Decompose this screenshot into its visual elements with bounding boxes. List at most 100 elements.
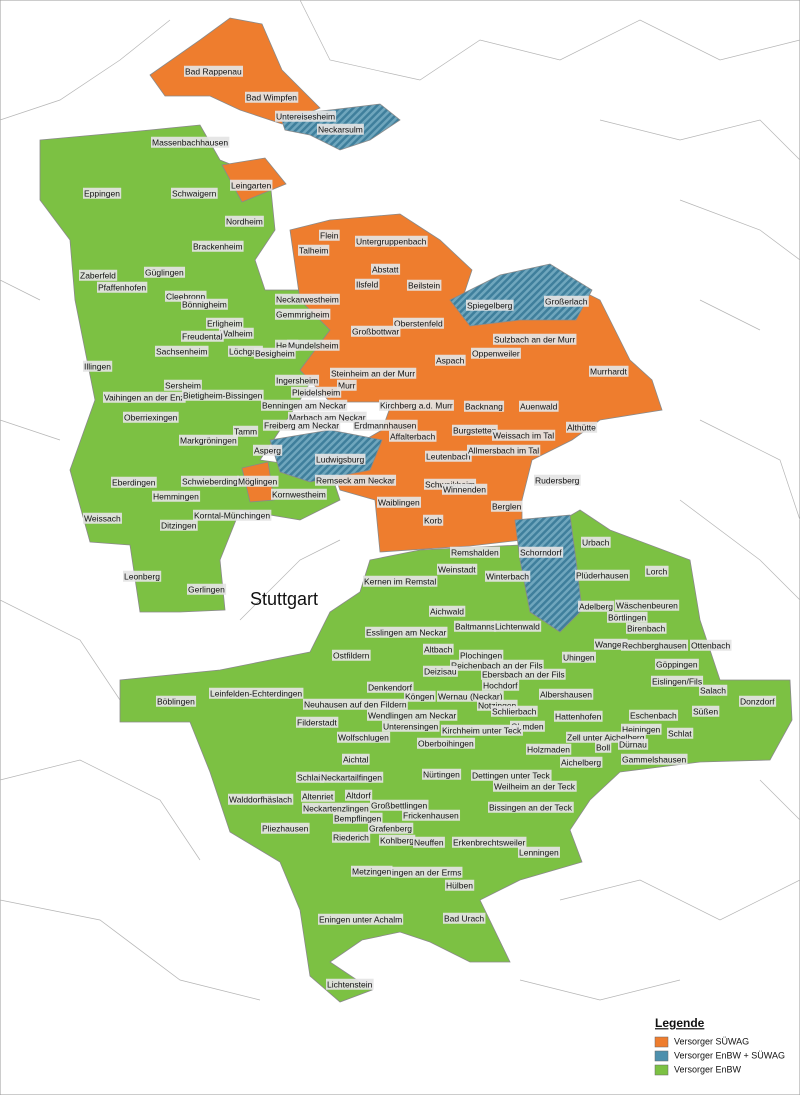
label-background	[423, 665, 458, 677]
place-label: Rudersberg	[534, 474, 581, 486]
place-name: Vaihingen an der Enz	[104, 392, 185, 402]
label-background	[160, 519, 198, 531]
place-name: Berglen	[492, 501, 522, 511]
place-label: Frickenhausen	[402, 809, 461, 821]
place-label: Großbettlingen	[370, 799, 429, 811]
place-name: Untergruppenbach	[356, 236, 427, 246]
place-name: Massenbachhausen	[152, 137, 228, 147]
label-background	[342, 753, 370, 765]
label-background	[355, 278, 380, 290]
place-label: Ludwigsburg	[315, 453, 366, 465]
label-background	[471, 769, 552, 781]
place-label: Ohmden	[510, 720, 545, 732]
place-name: Spiegelberg	[467, 300, 513, 310]
place-label: Bad Rappenau	[184, 65, 243, 77]
place-label: Nürtingen	[422, 768, 462, 780]
place-label: Kohlberg	[379, 834, 416, 846]
label-background	[589, 365, 629, 377]
label-background	[320, 771, 384, 783]
place-name: Talheim	[299, 245, 328, 255]
label-background	[332, 649, 371, 661]
place-name: Altdorf	[346, 790, 371, 800]
place-name: Köngen	[405, 691, 435, 701]
label-background	[450, 546, 500, 558]
place-label: Wernau (Neckar)	[437, 690, 504, 702]
legend-label: Versorger EnBW	[674, 1064, 742, 1074]
place-label: Walheim	[219, 327, 254, 339]
place-label: Besigheim	[254, 347, 296, 359]
label-background	[233, 425, 259, 437]
place-label: Ottenbach	[690, 639, 732, 651]
place-name: Bietigheim-Bissingen	[183, 390, 263, 400]
label-background	[353, 419, 418, 431]
place-name: Illingen	[84, 361, 111, 371]
label-background	[275, 293, 340, 305]
place-name: Plüderhausen	[576, 570, 629, 580]
label-background	[518, 846, 560, 858]
label-background	[402, 809, 461, 821]
place-name: Allmersbach im Tal	[468, 445, 539, 455]
legend-label: Versorger SÜWAG	[674, 1036, 749, 1046]
place-name: Esslingen am Neckar	[366, 627, 446, 637]
place-label: Holzmaden	[526, 743, 572, 755]
label-background	[97, 281, 148, 293]
place-label: Plochingen	[459, 649, 504, 661]
place-label: Ostfildern	[332, 649, 371, 661]
label-background	[739, 695, 777, 707]
label-background	[466, 299, 514, 311]
place-name: Wolfschlugen	[338, 732, 389, 742]
place-name: Reichenbach an der Fils	[451, 660, 543, 670]
legend-title: Legende	[655, 1016, 705, 1030]
place-name: Neckarwestheim	[276, 294, 339, 304]
place-label: Untereisesheim	[275, 110, 337, 122]
label-background	[152, 490, 201, 502]
place-name: Aspach	[436, 355, 465, 365]
place-label: Murrhardt	[589, 365, 629, 377]
place-label: Schwaigern	[171, 187, 218, 199]
place-name: Leonberg	[124, 571, 160, 581]
label-background	[404, 690, 436, 702]
label-background	[492, 429, 556, 441]
label-background	[296, 771, 325, 783]
label-background	[494, 620, 542, 632]
place-name: Oberboihingen	[418, 738, 474, 748]
place-name: Riederich	[333, 832, 369, 842]
place-name: Auenwald	[520, 401, 558, 411]
place-name: Eppingen	[84, 188, 120, 198]
place-label: Pfaffenhofen	[97, 281, 148, 293]
place-label: Abstatt	[371, 263, 401, 275]
place-name: Ostfildern	[333, 650, 370, 660]
label-background	[111, 476, 157, 488]
place-label: Berglen	[491, 500, 523, 512]
place-label: Donzdorf	[739, 695, 777, 707]
place-name: Schlierbach	[492, 706, 537, 716]
label-background	[493, 780, 577, 792]
place-label: Erkenbrechtsweiler	[452, 836, 527, 848]
place-label: Wolfschlugen	[337, 731, 391, 743]
label-background	[467, 444, 541, 456]
place-name: Ottenbach	[691, 640, 730, 650]
place-label: Metzingen	[351, 865, 393, 877]
label-background	[330, 367, 417, 379]
label-background	[367, 681, 414, 693]
label-background	[562, 651, 596, 663]
place-name: Neckartenzlingen	[303, 803, 369, 813]
place-name: Schlait	[297, 772, 323, 782]
label-background	[488, 801, 574, 813]
place-label: Börtlingen	[607, 611, 648, 623]
place-name: Eningen unter Achalm	[319, 914, 402, 924]
label-background	[261, 822, 310, 834]
place-label: Bietigheim-Bissingen	[182, 389, 264, 401]
place-label: Althütte	[566, 421, 598, 433]
place-label: Untergruppenbach	[355, 235, 428, 247]
place-label: Löchgau	[228, 345, 263, 357]
place-label: Sachsenheim	[155, 345, 209, 357]
place-name: Ludwigsburg	[316, 454, 364, 464]
place-name: Bissingen an der Teck	[489, 802, 573, 812]
label-background	[621, 723, 662, 735]
place-label: Aichelberg	[560, 756, 603, 768]
place-label: Eislingen/Fils	[651, 675, 704, 687]
place-name: Salach	[700, 685, 726, 695]
place-name: Asperg	[254, 445, 281, 455]
place-label: Neuffen	[413, 836, 445, 848]
